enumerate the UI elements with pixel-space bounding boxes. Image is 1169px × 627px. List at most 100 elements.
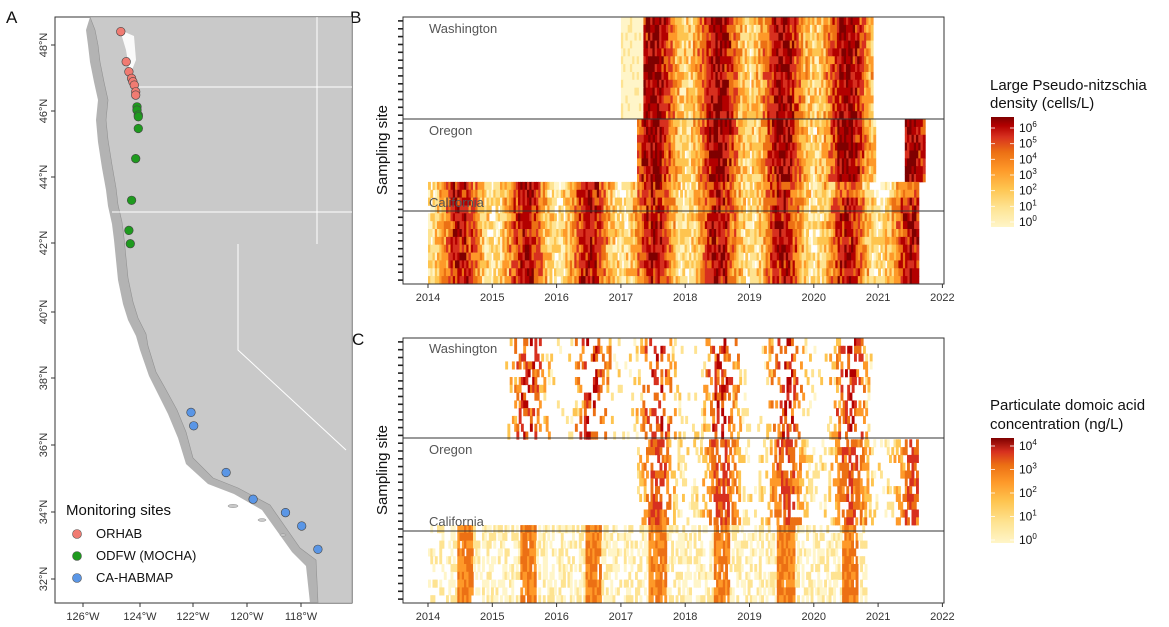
- heatmap-cell: [641, 40, 645, 49]
- heatmap-cell: [713, 24, 717, 34]
- heatmap-cell: [722, 221, 726, 230]
- heatmap-cell: [439, 236, 443, 246]
- heatmap-cell: [603, 236, 607, 246]
- heatmap-cell: [674, 103, 678, 112]
- heatmap-cell: [681, 79, 685, 88]
- heatmap-cell: [763, 189, 767, 198]
- heatmap-cell: [574, 221, 578, 230]
- heatmap-cell: [806, 236, 809, 246]
- heatmap-cell: [664, 189, 668, 198]
- heatmap-cell: [686, 17, 690, 26]
- heatmap-cell: [693, 142, 697, 151]
- heatmap-cell: [665, 64, 669, 73]
- heatmap-cell: [747, 181, 751, 191]
- heatmap-cell: [736, 126, 739, 136]
- heatmap-cell: [661, 79, 665, 88]
- heatmap-cell: [452, 197, 456, 206]
- heatmap-cell: [788, 205, 791, 214]
- heatmap-cell: [722, 119, 726, 128]
- heatmap-cell: [794, 197, 798, 206]
- heatmap-cell: [647, 103, 651, 112]
- heatmap-cell: [850, 79, 854, 88]
- heatmap-cell: [625, 103, 629, 112]
- heatmap-cell: [855, 158, 859, 167]
- heatmap-cell: [706, 134, 710, 143]
- heatmap-cell: [792, 150, 796, 159]
- heatmap-cell: [727, 252, 731, 261]
- heatmap-cell: [590, 213, 593, 222]
- heatmap-cell: [740, 213, 744, 222]
- heatmap-cell: [718, 252, 722, 261]
- heatmap-cell: [788, 189, 791, 198]
- heatmap-cell: [725, 252, 728, 261]
- heatmap-cell: [641, 64, 645, 73]
- heatmap-cell: [661, 103, 665, 112]
- heatmap-cell: [751, 64, 755, 73]
- heatmap-cell: [832, 40, 836, 49]
- heatmap-cell: [772, 142, 775, 151]
- heatmap-cell: [776, 126, 780, 136]
- lat-tick-label: 48°N: [38, 33, 50, 58]
- heatmap-cell: [626, 236, 629, 246]
- heatmap-cell: [916, 134, 919, 143]
- heatmap-cell: [830, 236, 834, 246]
- heatmap-cell: [522, 221, 526, 230]
- heatmap-cell: [655, 236, 659, 246]
- heatmap-cell: [504, 197, 508, 206]
- heatmap-cell: [810, 252, 814, 261]
- heatmap-cell: [728, 72, 732, 81]
- heatmap-cell: [771, 48, 775, 57]
- heatmap-cell: [767, 103, 771, 112]
- heatmap-cell: [473, 221, 476, 230]
- heatmap-cell: [806, 189, 809, 198]
- heatmap-cell: [758, 40, 762, 49]
- heatmap-cell: [869, 236, 872, 246]
- heatmap-cell: [554, 229, 557, 238]
- heatmap-cell: [656, 103, 660, 112]
- heatmap-cell: [434, 213, 438, 222]
- heatmap-cell: [749, 229, 753, 238]
- heatmap-cell: [432, 221, 436, 230]
- heatmap-cell: [880, 260, 884, 269]
- heatmap-cell: [747, 236, 751, 246]
- heatmap-cell: [916, 213, 920, 222]
- heatmap-cell: [585, 189, 589, 198]
- heatmap-cell: [830, 150, 834, 159]
- heatmap-cell: [599, 260, 602, 269]
- heatmap-cell: [909, 221, 913, 230]
- heatmap-cell: [502, 213, 506, 222]
- heatmap-cell: [554, 221, 557, 230]
- heatmap-cell: [677, 32, 681, 41]
- heatmap-cell: [790, 260, 794, 269]
- heatmap-cell: [870, 32, 874, 41]
- heatmap-cell: [645, 56, 649, 65]
- heatmap-cell: [644, 205, 647, 214]
- heatmap-cell: [911, 142, 915, 151]
- heatmap-cell: [794, 166, 798, 175]
- heatmap-cell: [855, 111, 858, 120]
- heatmap-cell: [785, 40, 789, 49]
- heatmap-cell: [889, 229, 893, 238]
- heatmap-cell: [821, 244, 825, 253]
- heatmap-cell: [852, 95, 856, 104]
- heatmap-cell: [702, 213, 706, 222]
- heatmap-cell: [729, 150, 733, 159]
- heatmap-cell: [461, 221, 465, 230]
- heatmap-cell: [787, 40, 791, 49]
- heatmap-cell: [645, 103, 649, 112]
- heatmap-cell: [758, 268, 762, 277]
- heatmap-cell: [803, 142, 807, 151]
- heatmap-cell: [800, 95, 804, 104]
- heatmap-cell: [788, 181, 791, 191]
- heatmap-cell: [920, 158, 924, 167]
- heatmap-cell: [846, 150, 850, 159]
- heatmap-cell: [497, 276, 501, 284]
- heatmap-cell: [666, 126, 670, 136]
- heatmap-cell: [904, 134, 908, 143]
- heatmap-cell: [722, 158, 726, 167]
- heatmap-cell: [601, 181, 605, 191]
- heatmap-cell: [733, 150, 737, 159]
- heatmap-cell: [434, 252, 438, 261]
- heatmap-cell: [907, 181, 911, 191]
- heatmap-cell: [641, 126, 645, 136]
